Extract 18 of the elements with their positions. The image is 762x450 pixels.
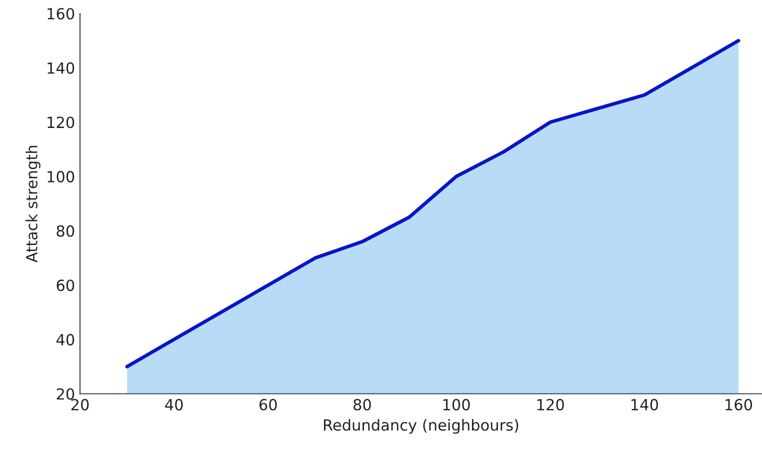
- x-tick-label: 20: [71, 398, 89, 410]
- y-axis-title: Attack strength: [26, 146, 40, 262]
- y-tick-label: 40: [56, 334, 74, 346]
- x-tick-label: 140: [632, 398, 658, 410]
- x-tick-label: 80: [354, 398, 371, 410]
- x-tick-label: 100: [443, 398, 470, 410]
- y-tick-label: 20: [56, 388, 74, 400]
- y-tick-label: 120: [48, 116, 74, 128]
- x-axis-title: Redundancy (neighbours): [324, 418, 518, 434]
- x-tick-label: 120: [537, 398, 564, 410]
- x-tick-label: 40: [165, 398, 183, 410]
- y-tick-label: 100: [48, 170, 74, 182]
- y-tick-label: 140: [48, 62, 74, 74]
- x-tick-label: 60: [259, 398, 277, 410]
- x-tick-label: 160: [726, 398, 752, 410]
- y-tick-label: 160: [48, 8, 74, 20]
- y-tick-label: 80: [56, 225, 74, 237]
- y-tick-label: 60: [56, 280, 74, 292]
